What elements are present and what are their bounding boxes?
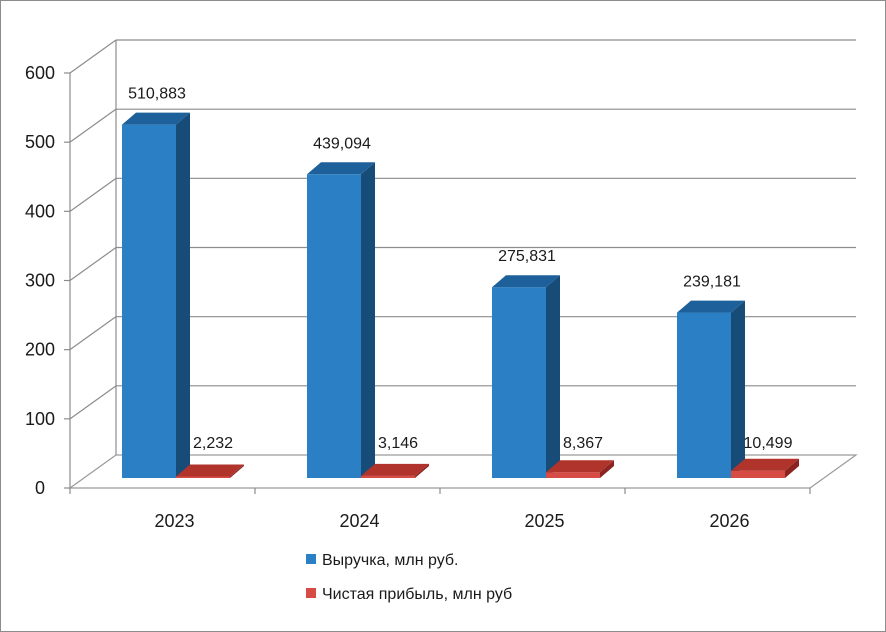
- y-tick-label: 400: [25, 201, 55, 221]
- legend-label: Выручка, млн руб.: [322, 552, 459, 569]
- bar-top: [546, 460, 614, 473]
- data-label: 275,831: [498, 248, 556, 265]
- y-tick-label: 200: [25, 340, 55, 360]
- bar-front: [307, 174, 361, 478]
- bar-top: [492, 275, 560, 288]
- y-tick-label: 300: [25, 271, 55, 291]
- bar-side: [546, 275, 560, 478]
- data-label: 439,094: [313, 135, 371, 152]
- bar-top: [122, 112, 190, 125]
- y-tick-label: 500: [25, 132, 55, 152]
- gridline-side: [69, 39, 117, 74]
- bar-top: [731, 458, 799, 471]
- data-label: 10,499: [744, 435, 793, 452]
- bar-side: [600, 460, 614, 478]
- bar-top: [361, 463, 429, 476]
- x-category-label: 2024: [339, 511, 379, 531]
- data-label: 3,146: [378, 435, 418, 452]
- bar-side: [230, 464, 244, 478]
- bar-front: [731, 470, 785, 478]
- bar-top: [677, 300, 745, 313]
- bar-side: [785, 458, 799, 478]
- gridline-side: [69, 177, 117, 212]
- bar-front: [176, 476, 230, 478]
- bar-top: [307, 162, 375, 175]
- y-tick-label: 600: [25, 63, 55, 83]
- x-category-label: 2025: [524, 511, 564, 531]
- y-tick-label: 0: [35, 478, 45, 498]
- x-category-label: 2023: [154, 511, 194, 531]
- data-label: 510,883: [128, 86, 186, 103]
- bar-side: [731, 300, 745, 478]
- y-tick-label: 100: [25, 409, 55, 429]
- bar-top: [176, 464, 244, 477]
- legend-label: Чистая прибыль, млн руб: [322, 586, 512, 603]
- gridline-side: [69, 247, 117, 281]
- x-category-label: 2026: [709, 511, 749, 531]
- legend-swatch: [306, 588, 316, 598]
- bar-front: [546, 472, 600, 478]
- bar-side: [361, 162, 375, 478]
- bar-side: [176, 112, 190, 479]
- bar-front: [361, 475, 415, 478]
- gridline-side: [69, 108, 117, 143]
- gridline-side: [69, 316, 117, 351]
- bar-side: [415, 463, 429, 478]
- data-label: 239,181: [683, 274, 741, 291]
- bar-front: [492, 287, 546, 478]
- chart-floor: [68, 454, 858, 489]
- bar-front: [677, 312, 731, 478]
- gridline-side: [69, 385, 117, 420]
- data-label: 2,232: [193, 435, 233, 452]
- legend-swatch: [306, 554, 316, 564]
- data-label: 8,367: [563, 435, 603, 452]
- bar-front: [122, 124, 176, 479]
